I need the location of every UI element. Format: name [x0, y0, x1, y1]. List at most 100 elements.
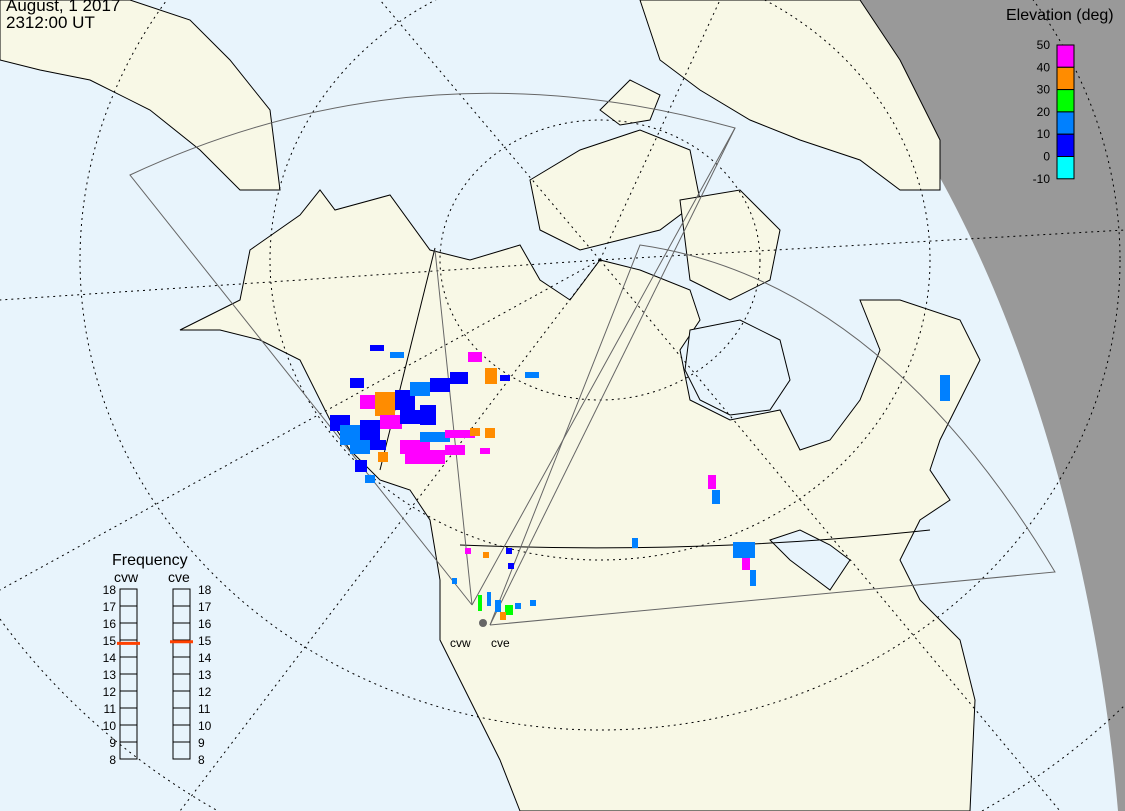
- legend-tick: 20: [1037, 105, 1051, 119]
- backscatter-cell: [378, 452, 388, 462]
- frequency-tick: 8: [198, 753, 205, 767]
- radar-fields-of-view: [129, 92, 1056, 626]
- legend-tick: 50: [1037, 38, 1051, 52]
- backscatter-cell: [500, 375, 510, 381]
- freq-label-cvw: cvw: [114, 569, 139, 585]
- frequency-tick: 15: [198, 634, 212, 648]
- backscatter-cell: [410, 382, 430, 396]
- timestamp: August, 1 2017 2312:00 UT: [6, 0, 120, 31]
- backscatter-cell: [420, 432, 450, 442]
- legend-bin: [1056, 133, 1075, 157]
- frequency-tick: 18: [198, 583, 212, 597]
- land-greenland: [639, 0, 941, 191]
- frequency-tick: 13: [103, 668, 117, 682]
- frequency-tick: 10: [198, 719, 212, 733]
- frequency-tick: 8: [109, 753, 116, 767]
- backscatter-cell: [708, 475, 716, 489]
- backscatter-cell: [500, 612, 506, 620]
- time-label: 2312:00 UT: [6, 13, 95, 32]
- frequency-tick: 10: [103, 719, 117, 733]
- legend-tick: 10: [1037, 127, 1051, 141]
- backscatter-cell: [505, 605, 513, 615]
- frequency-tick: 13: [198, 668, 212, 682]
- backscatter-cell: [400, 410, 422, 424]
- frequency-tick: 9: [109, 736, 116, 750]
- backscatter-cell: [380, 415, 402, 429]
- backscatter-cell: [940, 375, 950, 401]
- frequency-panel: Frequency cvw cve 18 17 16 15 14 13 12 11 10 9 8 18…: [103, 552, 212, 767]
- legend-bin: [1056, 156, 1075, 180]
- elevation-legend: Elevation (deg) 50 40 30 20 10 0 -10: [1006, 7, 1114, 186]
- backscatter-cell: [405, 450, 445, 464]
- frequency-tick: 15: [103, 634, 117, 648]
- backscatter-cell: [506, 548, 512, 554]
- backscatter-cell: [508, 563, 514, 569]
- backscatter-cell: [495, 600, 501, 612]
- legend-bin: [1056, 111, 1075, 135]
- backscatter-cell: [525, 372, 539, 378]
- frequency-tick: 9: [198, 736, 205, 750]
- legend-bin: [1056, 89, 1075, 113]
- land-baffin: [679, 189, 781, 301]
- backscatter-cell: [450, 372, 468, 384]
- land-arctic-islands-2: [599, 79, 661, 126]
- backscatter-cell: [360, 420, 380, 440]
- site-marker-cvw: [479, 619, 487, 627]
- legend-tick: -10: [1033, 172, 1051, 186]
- frequency-tick: 12: [198, 685, 212, 699]
- frequency-tick: 11: [198, 702, 211, 716]
- frequency-tick: 14: [198, 651, 212, 665]
- backscatter-cells: [330, 345, 950, 620]
- backscatter-cell: [485, 428, 495, 438]
- legend-bin: [1056, 66, 1075, 91]
- backscatter-cell: [733, 542, 755, 558]
- legend-tick: 0: [1043, 150, 1050, 164]
- backscatter-cell: [478, 595, 482, 611]
- backscatter-cell: [712, 490, 720, 504]
- backscatter-cell: [360, 395, 378, 409]
- backscatter-cell: [430, 378, 450, 392]
- frequency-title: Frequency: [112, 552, 188, 569]
- backscatter-cell: [370, 440, 386, 450]
- backscatter-cell: [468, 352, 482, 362]
- frequency-tick: 11: [104, 702, 117, 716]
- backscatter-cell: [420, 405, 436, 425]
- backscatter-cell: [632, 538, 638, 548]
- backscatter-cell: [390, 352, 404, 358]
- frequency-tick: 16: [103, 617, 117, 631]
- site-label-cve: cve: [491, 636, 510, 650]
- frequency-tick: 17: [198, 600, 212, 614]
- legend-tick: 30: [1037, 83, 1051, 97]
- great-lakes: [769, 529, 851, 591]
- backscatter-cell: [742, 558, 750, 570]
- legend-title: Elevation (deg): [1006, 7, 1114, 24]
- land-arctic-islands: [529, 129, 701, 251]
- backscatter-cell: [370, 345, 384, 351]
- hudson-bay: [684, 319, 791, 416]
- border-alaska: [379, 247, 436, 471]
- backscatter-cell: [465, 548, 471, 554]
- backscatter-cell: [750, 570, 756, 586]
- fov-cve: [489, 244, 1056, 626]
- backscatter-cell: [530, 600, 536, 606]
- night-region: [860, 0, 1125, 811]
- freq-label-cve: cve: [168, 569, 190, 585]
- backscatter-cell: [485, 368, 497, 384]
- backscatter-cell: [445, 445, 465, 455]
- frequency-tick: 14: [103, 651, 117, 665]
- frequency-tick: 17: [103, 600, 117, 614]
- backscatter-cell: [487, 592, 491, 606]
- frequency-tick: 18: [103, 583, 117, 597]
- fov-cvw: [129, 92, 736, 606]
- backscatter-cell: [515, 603, 521, 609]
- backscatter-cell: [350, 440, 370, 454]
- legend-bin: [1056, 44, 1075, 68]
- backscatter-cell: [365, 475, 375, 483]
- frequency-tick: 12: [103, 685, 117, 699]
- backscatter-cell: [355, 460, 367, 472]
- date-label: August, 1 2017: [6, 0, 121, 15]
- backscatter-cell: [480, 448, 490, 454]
